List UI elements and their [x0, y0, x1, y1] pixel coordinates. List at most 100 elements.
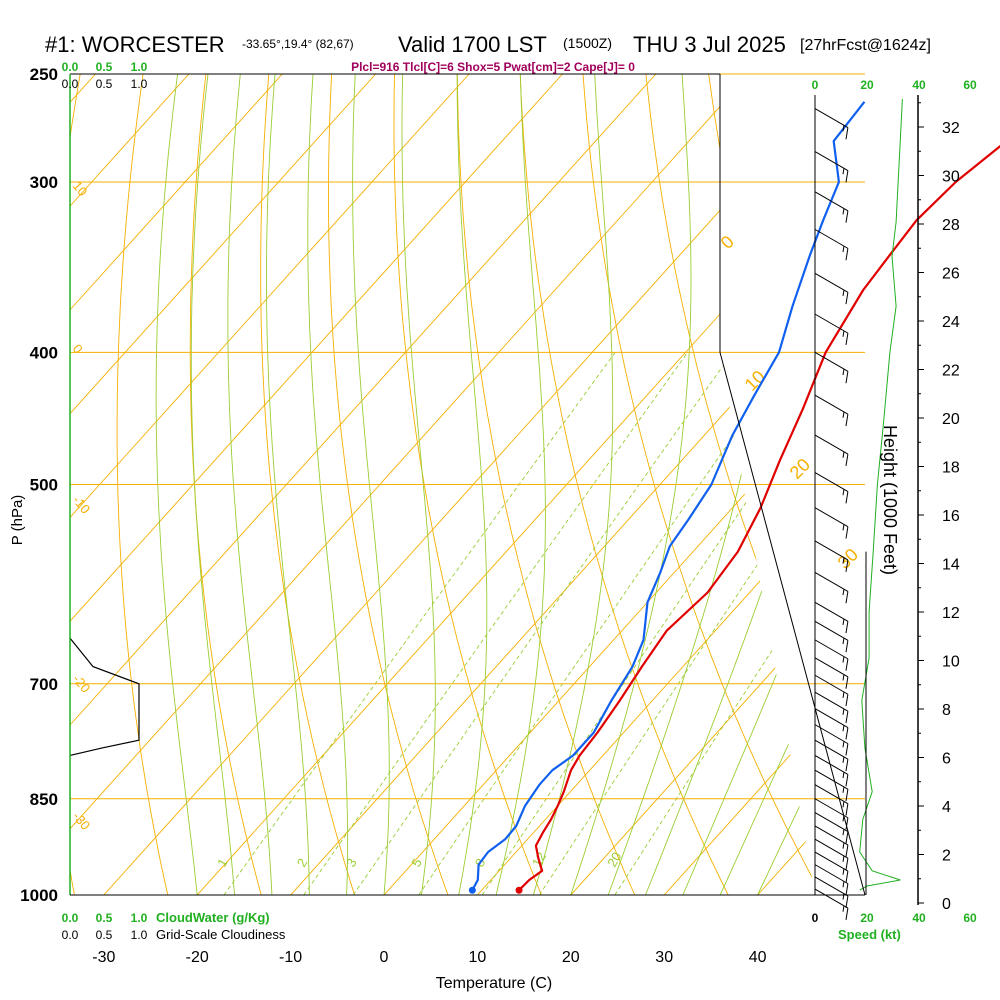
mixing-ratio-line — [303, 352, 689, 895]
cloudwater-label: CloudWater (g/Kg) — [156, 910, 270, 925]
wind-barb-shaft — [814, 657, 849, 678]
wind-barb-feather — [845, 491, 849, 504]
isotherm-label: 0 — [70, 341, 86, 356]
isotherm-label: -30 — [70, 809, 94, 833]
moist-adiabat — [227, 74, 273, 895]
moist-adiabat — [495, 74, 546, 895]
wind-barb-feather — [845, 789, 849, 802]
wind-barb-feather — [845, 248, 849, 261]
wind-barb — [814, 851, 849, 883]
wind-barb-shaft — [814, 313, 849, 334]
moist-adiabat — [352, 74, 390, 895]
wind-barb-feather — [845, 640, 849, 653]
wind-barb — [814, 540, 849, 572]
mixing-ratio-line — [418, 352, 793, 895]
dry-adiabat — [897, 74, 1000, 895]
speed-tick-bottom: 20 — [860, 911, 874, 925]
wind-barb-shaft — [814, 812, 849, 832]
top-scale-black: 0.5 — [96, 77, 113, 91]
wind-barb — [814, 838, 849, 871]
wind-barb-feather — [842, 772, 845, 779]
wind-barb-feather — [842, 557, 845, 564]
wind-barb-feather — [845, 292, 849, 305]
wind-barb-shaft — [814, 784, 849, 805]
height-tick-label: 8 — [942, 702, 951, 719]
height-tick-label: 24 — [942, 314, 960, 331]
temperature-line — [518, 144, 1000, 891]
speed-tick-bottom: 60 — [963, 911, 977, 925]
isotherm-label-right: 20 — [786, 455, 814, 483]
wind-barb-feather — [842, 725, 845, 732]
wind-barb-feather — [845, 711, 849, 724]
isotherm-line — [477, 74, 815, 895]
height-tick-label: 4 — [942, 799, 951, 816]
wind-barb — [814, 151, 849, 183]
wind-barb — [814, 739, 849, 772]
wind-barb-shaft — [814, 228, 849, 249]
wind-barb-feather — [842, 411, 845, 418]
wind-barb — [814, 272, 849, 305]
dry-adiabat — [456, 74, 636, 895]
wind-barb-shaft — [814, 191, 849, 212]
moist-adiabat — [190, 74, 236, 895]
wind-barb — [814, 657, 849, 689]
wind-barb-shaft — [814, 864, 849, 885]
wind-barb-feather — [845, 907, 849, 920]
wind-barb-feather — [842, 638, 845, 645]
wind-barb-feather — [842, 881, 845, 888]
height-tick-label: 30 — [942, 169, 960, 186]
dry-adiabat — [519, 74, 729, 895]
wind-barb — [814, 507, 849, 539]
wind-barb-shaft — [814, 108, 849, 128]
top-scale-green: 0.5 — [96, 60, 113, 74]
mixing-ratio-line — [223, 352, 616, 895]
bottom-scale-black: 1.0 — [131, 928, 148, 942]
wind-barb-shaft — [814, 739, 849, 760]
wind-barb-shaft — [814, 674, 849, 695]
wind-barb-feather — [845, 803, 849, 816]
wind-barb-feather — [842, 786, 845, 793]
wind-barb-feather — [842, 674, 845, 681]
top-scale-black: 1.0 — [131, 77, 148, 91]
dry-adiabat — [328, 74, 449, 895]
height-tick-label: 10 — [942, 654, 960, 671]
height-tick-label: 32 — [942, 120, 960, 137]
wind-barb — [814, 394, 849, 427]
height-tick-label: 6 — [942, 751, 951, 768]
wind-barb-feather — [845, 371, 849, 384]
wind-barb — [814, 825, 849, 857]
speed-tick-bottom: 40 — [912, 911, 926, 925]
speed-label: Speed (kt) — [838, 927, 901, 942]
wind-barb — [814, 674, 849, 707]
wind-barb — [814, 472, 849, 504]
wind-barb-feather — [845, 333, 849, 346]
wind-barb-feather — [842, 842, 845, 849]
wind-barb-feather — [845, 591, 849, 604]
pressure-tick-label: 250 — [30, 65, 58, 84]
wind-barb — [814, 434, 849, 467]
wind-barb-feather — [842, 589, 845, 596]
wind-barb-feather — [845, 127, 849, 140]
height-tick-label: 26 — [942, 266, 960, 283]
pressure-tick-label: 700 — [30, 675, 58, 694]
wind-barb-shaft — [814, 754, 849, 775]
height-tick-label: 0 — [942, 896, 951, 913]
forecast-date: THU 3 Jul 2025 — [633, 32, 786, 57]
y-axis-label: P (hPa) — [9, 495, 26, 546]
top-scale-green: 0.0 — [62, 60, 79, 74]
moist-adiabat — [155, 74, 198, 895]
sounding-series — [468, 101, 1000, 894]
cloudiness-profile — [69, 637, 140, 756]
bottom-scale-green: 0.0 — [62, 911, 79, 925]
temperature-tick-label: -20 — [186, 949, 209, 966]
station-coords: -33.65°,19.4° (82,67) — [242, 37, 354, 51]
zulu-time: (1500Z) — [563, 35, 612, 51]
wind-barb-feather — [842, 829, 845, 836]
height-tick-label: 14 — [942, 557, 960, 574]
wind-barb-feather — [842, 289, 845, 296]
wind-barb-feather — [845, 210, 849, 223]
pressure-tick-label: 300 — [30, 173, 58, 192]
